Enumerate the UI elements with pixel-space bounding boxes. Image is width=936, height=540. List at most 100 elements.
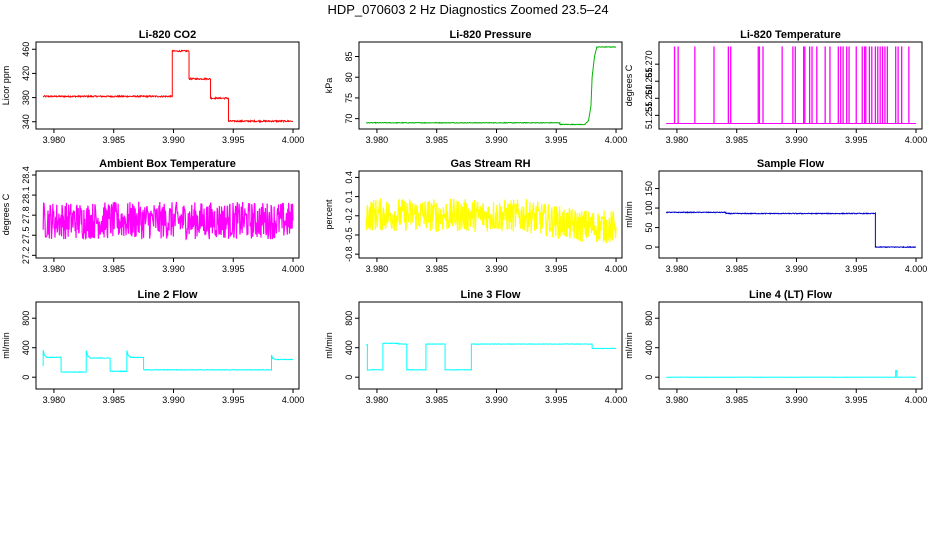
x-tick-label: 4.000 xyxy=(905,395,928,405)
y-axis-label: ml/min xyxy=(1,332,11,359)
series-line xyxy=(42,201,294,241)
series-line xyxy=(42,49,294,124)
y-tick-label: 28.1 xyxy=(21,186,31,204)
y-tick-label: 0.4 xyxy=(344,171,354,184)
x-tick-label: 3.990 xyxy=(162,135,185,145)
series-line xyxy=(365,197,617,244)
plot-frame xyxy=(35,170,300,259)
plot-frame xyxy=(35,41,300,130)
x-tick-label: 3.995 xyxy=(545,395,568,405)
y-tick-label: 460 xyxy=(21,42,31,57)
x-tick-label: 3.995 xyxy=(545,264,568,274)
x-tick-label: 3.980 xyxy=(43,264,66,274)
x-tick-label: 3.990 xyxy=(485,264,508,274)
y-tick-label: 75 xyxy=(344,93,354,103)
series-line xyxy=(42,349,294,374)
y-tick-label: 50 xyxy=(644,223,654,233)
x-tick-label: 3.985 xyxy=(425,395,448,405)
plot-frame xyxy=(658,301,923,390)
y-tick-label: 51.270 xyxy=(644,50,654,78)
y-tick-label: 0 xyxy=(644,375,654,380)
chart-panel-5: Gas Stream RH 3.980 3.985 3.990 3.995 4.000 -0… xyxy=(324,158,627,274)
x-tick-label: 4.000 xyxy=(905,135,928,145)
series-line xyxy=(666,369,917,378)
x-tick-label: 4.000 xyxy=(605,135,628,145)
plot-frame xyxy=(358,170,623,259)
y-axis-label: kPa xyxy=(324,78,334,94)
y-tick-label: 400 xyxy=(644,340,654,355)
chart-panel-3: Li-820 Temperature 3.980 3.985 3.990 3.995 4.… xyxy=(624,29,927,145)
x-tick-label: 3.990 xyxy=(162,264,185,274)
x-tick-label: 4.000 xyxy=(605,395,628,405)
x-tick-label: 3.995 xyxy=(845,395,868,405)
x-tick-label: 3.990 xyxy=(162,395,185,405)
panel-title: Line 2 Flow xyxy=(138,289,198,301)
chart-panel-6: Sample Flow 3.980 3.985 3.990 3.995 4.000 0 50 1… xyxy=(624,158,927,274)
y-tick-label: 400 xyxy=(21,340,31,355)
x-tick-label: 3.980 xyxy=(43,135,66,145)
x-tick-label: 3.995 xyxy=(545,135,568,145)
panel-title: Li-820 Pressure xyxy=(450,29,532,41)
y-tick-label: 0 xyxy=(344,375,354,380)
x-tick-label: 3.990 xyxy=(785,135,808,145)
panel-title: Ambient Box Temperature xyxy=(99,158,236,170)
x-tick-label: 3.995 xyxy=(222,395,245,405)
y-tick-label: 380 xyxy=(21,90,31,105)
y-tick-label: 51.260 xyxy=(644,85,654,113)
y-tick-label: 150 xyxy=(644,181,654,196)
chart-panel-9: Line 4 (LT) Flow 3.980 3.985 3.990 3.995 4.00… xyxy=(624,289,927,405)
y-tick-label: 27.8 xyxy=(21,206,31,224)
y-axis-label: degrees C xyxy=(624,64,634,106)
x-tick-label: 3.980 xyxy=(366,135,389,145)
plot-frame xyxy=(658,41,923,130)
y-tick-label: -0.8 xyxy=(344,246,354,262)
x-tick-label: 4.000 xyxy=(282,395,305,405)
series-line xyxy=(365,342,617,371)
series-line xyxy=(366,45,617,126)
panel-title: Li-820 CO2 xyxy=(139,29,196,41)
y-axis-label: ml/min xyxy=(324,332,334,359)
y-axis-label: ml/min xyxy=(624,201,634,228)
y-tick-label: 80 xyxy=(344,72,354,82)
x-tick-label: 3.985 xyxy=(425,264,448,274)
x-tick-label: 3.980 xyxy=(366,264,389,274)
plot-frame xyxy=(358,301,623,390)
x-tick-label: 3.990 xyxy=(485,135,508,145)
y-axis-label: Licor ppm xyxy=(1,66,11,106)
plot-frame xyxy=(658,170,923,259)
x-tick-label: 4.000 xyxy=(605,264,628,274)
y-tick-label: 28.4 xyxy=(21,166,31,184)
chart-panel-7: Line 2 Flow 3.980 3.985 3.990 3.995 4.000 0 400… xyxy=(1,289,304,405)
x-tick-label: 3.980 xyxy=(666,395,689,405)
x-tick-label: 3.995 xyxy=(845,135,868,145)
x-tick-label: 3.985 xyxy=(425,135,448,145)
panel-title: Gas Stream RH xyxy=(450,158,530,170)
chart-panel-4: Ambient Box Temperature 3.980 3.985 3.990 3.… xyxy=(1,158,304,274)
x-tick-label: 3.985 xyxy=(725,395,748,405)
plot-frame xyxy=(358,41,623,130)
x-tick-label: 3.985 xyxy=(102,264,125,274)
series-line xyxy=(665,211,917,249)
y-tick-label: 70 xyxy=(344,114,354,124)
plot-frame xyxy=(35,301,300,390)
y-tick-label: 51.265 xyxy=(644,67,654,95)
x-tick-label: 3.990 xyxy=(785,395,808,405)
panel-title: Li-820 Temperature xyxy=(740,29,841,41)
x-tick-label: 3.990 xyxy=(785,264,808,274)
y-tick-label: 27.2 xyxy=(21,247,31,265)
x-tick-label: 4.000 xyxy=(282,135,305,145)
y-tick-label: 800 xyxy=(21,311,31,326)
x-tick-label: 4.000 xyxy=(282,264,305,274)
chart-panel-2: Li-820 Pressure 3.980 3.985 3.990 3.995 4.000… xyxy=(324,29,627,145)
y-tick-label: 0 xyxy=(21,375,31,380)
y-axis-label: percent xyxy=(324,199,334,230)
x-tick-label: 3.985 xyxy=(102,395,125,405)
chart-panel-1: Li-820 CO2 3.980 3.985 3.990 3.995 4.000 340 38… xyxy=(1,29,304,145)
x-tick-label: 3.980 xyxy=(366,395,389,405)
x-tick-label: 3.995 xyxy=(222,135,245,145)
x-tick-label: 3.985 xyxy=(725,264,748,274)
y-tick-label: 85 xyxy=(344,51,354,61)
y-axis-label: ml/min xyxy=(624,332,634,359)
y-tick-label: 100 xyxy=(644,201,654,216)
